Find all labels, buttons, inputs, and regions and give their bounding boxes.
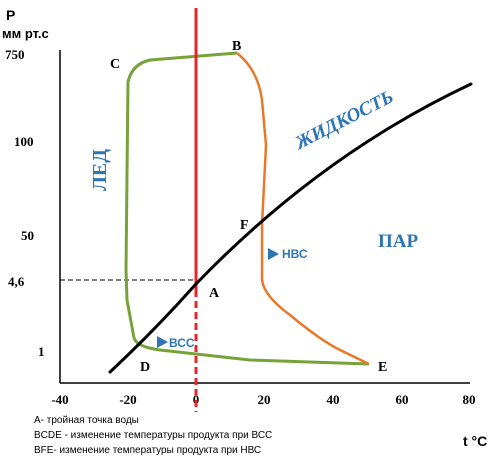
x-tick-80: 80 [463,392,476,407]
y-tick-4-6: 4,6 [8,274,25,289]
note-triple-point: А- тройная точка воды [34,415,139,426]
phase-boundary-curve [108,82,473,374]
nvs-marker-icon [268,248,279,260]
note-vcc-path: BCDE - изменение температуры продукта пр… [34,430,273,441]
x-tick-20: 20 [258,392,271,407]
y-axis-symbol: P [6,7,15,23]
point-d-label: D [140,360,150,375]
nvs-path-bfe [236,52,370,366]
x-tick-0: 0 [193,392,200,407]
x-axis-label: t °C [463,433,487,449]
vcc-marker-icon [157,336,168,348]
y-tick-50: 50 [21,228,34,243]
vcc-path-bcde [124,51,370,366]
y-axis-unit: мм рт.с [2,26,49,41]
note-nvs-path: BFE- изменение температуры продукта при … [34,445,262,456]
region-ice-label: ЛЕД [89,149,111,191]
y-tick-1: 1 [38,344,45,359]
point-a-label: A [209,286,220,301]
x-tick-40: 40 [327,392,340,407]
region-vapor-label: ПАР [378,231,419,252]
vcc-tag-label: ВСС [169,336,195,350]
y-tick-750: 750 [5,47,25,62]
y-tick-100: 100 [14,134,34,149]
region-liquid-label: ЖИДКОСТЬ [290,86,397,154]
x-tick-m20: -20 [119,392,136,407]
point-f-label: F [240,218,249,233]
point-e-label: E [378,360,387,375]
point-b-label: B [232,39,241,54]
x-tick-60: 60 [396,392,409,407]
nvs-tag-label: НВС [282,247,308,261]
x-tick-m40: -40 [51,392,68,407]
point-c-label: C [110,57,120,72]
